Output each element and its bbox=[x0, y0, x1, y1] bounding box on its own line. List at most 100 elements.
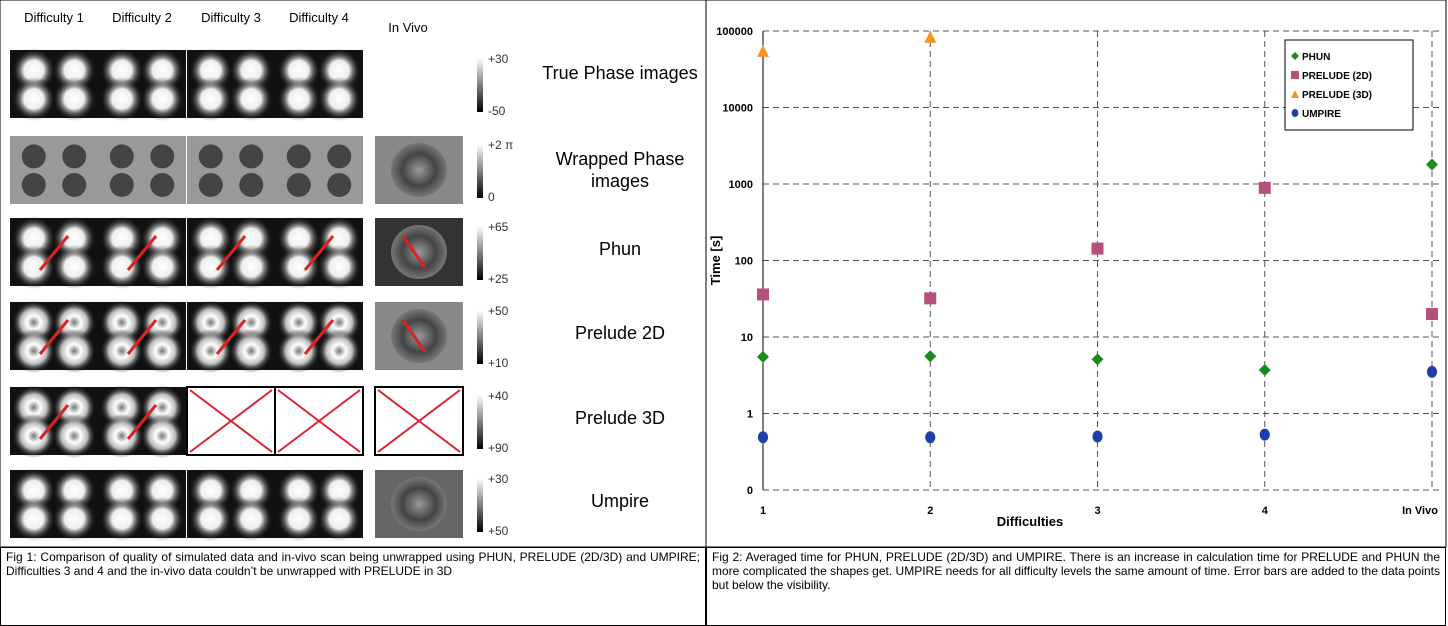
y-tick-label: 10 bbox=[741, 332, 753, 344]
blob bbox=[276, 76, 321, 121]
arrow bbox=[303, 319, 335, 355]
marker bbox=[1426, 307, 1438, 320]
blob bbox=[276, 496, 321, 541]
colorbar bbox=[477, 478, 483, 532]
colorbar bbox=[477, 226, 483, 280]
blob bbox=[52, 76, 97, 121]
blob bbox=[188, 244, 233, 289]
marker bbox=[924, 350, 937, 363]
blob bbox=[317, 496, 362, 541]
marker bbox=[757, 44, 769, 57]
scale-bottom: +10 bbox=[488, 356, 509, 370]
marker bbox=[924, 30, 937, 43]
colorbar bbox=[477, 310, 483, 364]
legend-label: PHUN bbox=[1302, 52, 1330, 63]
blob bbox=[99, 328, 144, 373]
marker bbox=[1426, 158, 1438, 171]
blob bbox=[198, 172, 223, 197]
blob bbox=[150, 144, 175, 169]
marker bbox=[757, 431, 769, 444]
arrow bbox=[401, 319, 427, 353]
row-label: True Phase images bbox=[542, 63, 698, 83]
scale-bottom: -50 bbox=[488, 104, 506, 118]
blob bbox=[52, 496, 97, 541]
marker bbox=[1091, 242, 1104, 255]
blob bbox=[150, 172, 175, 197]
blob bbox=[327, 172, 352, 197]
arrow bbox=[126, 235, 158, 271]
marker bbox=[1426, 365, 1438, 378]
invivo-image bbox=[391, 143, 447, 197]
scale-top: +50 bbox=[488, 304, 509, 318]
blob bbox=[99, 413, 144, 458]
x-tick-label: 4 bbox=[1262, 505, 1269, 517]
legend-label: PRELUDE (3D) bbox=[1302, 90, 1372, 101]
blob bbox=[62, 144, 87, 169]
cross bbox=[189, 389, 273, 453]
blob bbox=[239, 144, 264, 169]
marker bbox=[1091, 353, 1104, 366]
row-label: Prelude 2D bbox=[574, 323, 666, 343]
column-header: Difficulty 1 bbox=[24, 10, 84, 25]
colorbar bbox=[477, 395, 483, 449]
blob bbox=[140, 413, 185, 458]
marker bbox=[1258, 364, 1271, 377]
scale-bottom: 0 bbox=[488, 190, 495, 204]
blob bbox=[188, 328, 233, 373]
scale-bottom: +50 bbox=[488, 524, 509, 538]
arrow bbox=[215, 235, 247, 271]
blob bbox=[286, 172, 311, 197]
blob bbox=[52, 413, 97, 458]
legend-label: PRELUDE (2D) bbox=[1302, 71, 1372, 82]
x-tick-label: 3 bbox=[1094, 505, 1100, 517]
scale-top: +65 bbox=[488, 220, 509, 234]
y-tick-label: 10000 bbox=[722, 103, 753, 115]
blob bbox=[229, 328, 274, 373]
marker bbox=[1092, 430, 1103, 443]
column-header: In Vivo bbox=[388, 20, 428, 35]
scale-top: +40 bbox=[488, 389, 509, 403]
column-header: Difficulty 4 bbox=[289, 10, 349, 25]
figure-2-caption: Fig 2: Averaged time for PHUN, PRELUDE (… bbox=[706, 547, 1446, 626]
scale-top: +30 bbox=[488, 52, 509, 66]
column-header: Difficulty 2 bbox=[112, 10, 172, 25]
blob bbox=[276, 244, 321, 289]
blob bbox=[188, 496, 233, 541]
marker bbox=[925, 431, 936, 444]
blob bbox=[99, 244, 144, 289]
blob bbox=[99, 496, 144, 541]
blob bbox=[21, 172, 46, 197]
blob bbox=[140, 328, 185, 373]
blob bbox=[229, 76, 274, 121]
row-label: Umpire bbox=[590, 491, 649, 511]
blob bbox=[21, 144, 46, 169]
legend-marker bbox=[1291, 71, 1299, 79]
blob bbox=[11, 244, 56, 289]
marker bbox=[1258, 181, 1271, 194]
marker bbox=[757, 288, 769, 301]
arrow bbox=[401, 235, 427, 269]
x-axis-label: Difficulties bbox=[997, 514, 1063, 529]
arrow bbox=[126, 319, 158, 355]
blob bbox=[11, 496, 56, 541]
y-tick-label: 0 bbox=[747, 485, 753, 497]
blob bbox=[62, 172, 87, 197]
marker bbox=[924, 292, 937, 305]
colorbar bbox=[477, 58, 483, 112]
x-tick-label: 1 bbox=[760, 505, 766, 517]
x-tick-label: In Vivo bbox=[1402, 505, 1438, 517]
legend-marker bbox=[1291, 52, 1299, 60]
scale-bottom: +25 bbox=[488, 272, 509, 286]
y-axis-label: Time [s] bbox=[708, 236, 723, 286]
arrow bbox=[126, 404, 158, 440]
blob bbox=[11, 328, 56, 373]
y-tick-label: 1000 bbox=[729, 179, 753, 191]
cross bbox=[377, 389, 461, 453]
blob bbox=[317, 328, 362, 373]
x-tick-label: 2 bbox=[927, 505, 933, 517]
blob bbox=[229, 496, 274, 541]
blob bbox=[327, 144, 352, 169]
blob bbox=[11, 76, 56, 121]
marker bbox=[757, 350, 769, 363]
